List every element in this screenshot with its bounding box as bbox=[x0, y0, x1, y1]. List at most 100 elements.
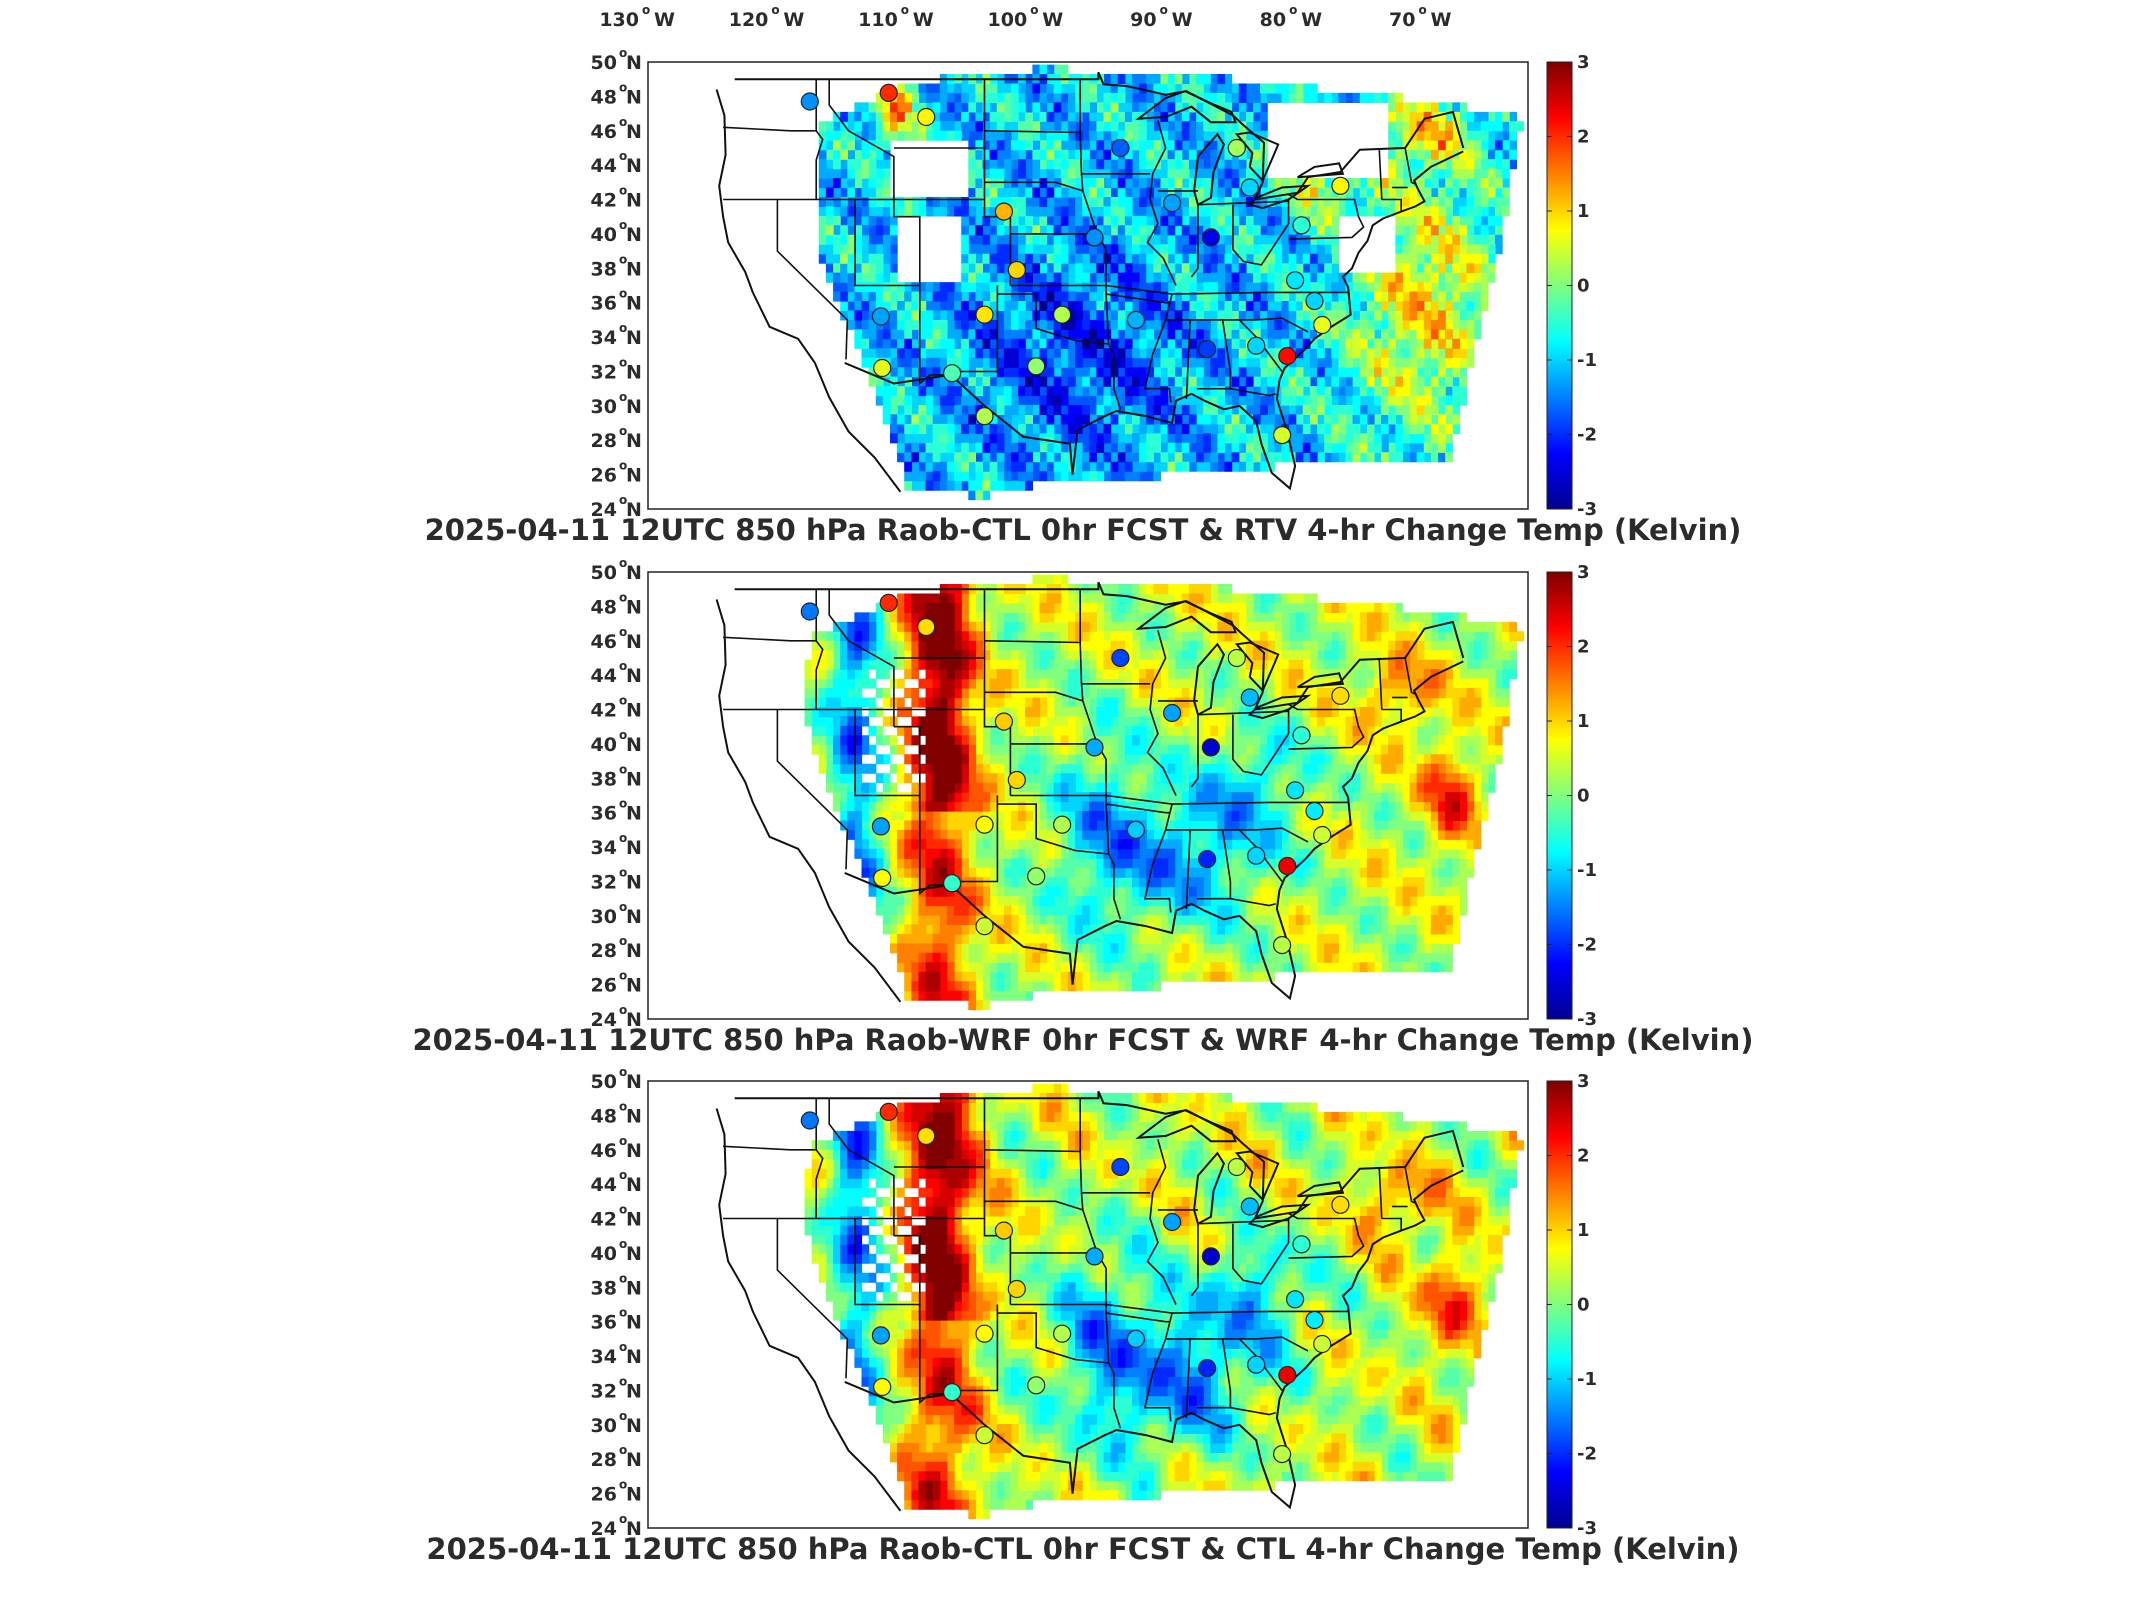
raob-station-marker bbox=[975, 815, 994, 834]
great-lake-outline bbox=[1247, 694, 1312, 720]
lat-tick-hemisphere: N bbox=[626, 1140, 642, 1162]
lat-tick-label: 36 oN bbox=[591, 797, 642, 825]
lat-tick-label: 48 oN bbox=[591, 590, 642, 618]
lat-tick-value: 40 bbox=[591, 1243, 617, 1265]
degree-symbol: o bbox=[619, 797, 627, 811]
great-lake-outline bbox=[1247, 1203, 1312, 1229]
raob-station-marker bbox=[942, 1383, 962, 1402]
raob-station-marker bbox=[1272, 1444, 1292, 1464]
map-frame bbox=[647, 61, 1529, 510]
raob-station-marker bbox=[873, 1377, 892, 1397]
raob-station-marker bbox=[994, 202, 1014, 221]
degree-symbol: o bbox=[619, 356, 627, 370]
colorbar-tick-label: -1 bbox=[1577, 860, 1597, 881]
panel-title: 2025-04-11 12UTC 850 hPa Raob-CTL 0hr FC… bbox=[425, 513, 1742, 547]
state-border bbox=[1105, 1312, 1170, 1323]
raob-station-marker bbox=[1240, 688, 1259, 707]
state-border bbox=[1190, 714, 1199, 788]
lat-tick-label: 38 oN bbox=[591, 1271, 642, 1299]
lon-tick-value: 110 bbox=[858, 9, 898, 31]
raob-station-marker bbox=[1111, 1157, 1130, 1177]
lat-tick-hemisphere: N bbox=[626, 1071, 642, 1093]
raob-station-marker bbox=[1027, 357, 1046, 376]
lat-tick-hemisphere: N bbox=[626, 1484, 642, 1506]
lat-tick-label: 44 oN bbox=[591, 149, 642, 177]
colorbar-tick-label: -3 bbox=[1577, 1009, 1597, 1030]
lat-tick-label: 28 oN bbox=[591, 424, 642, 452]
raob-station-marker bbox=[1111, 138, 1130, 158]
raob-station-marker bbox=[975, 917, 994, 936]
lat-tick-label: 40 oN bbox=[591, 728, 642, 756]
lon-tick-value: 90 bbox=[1130, 9, 1156, 31]
degree-symbol: o bbox=[619, 1003, 627, 1017]
state-border bbox=[1404, 657, 1416, 695]
panel-title: 2025-04-11 12UTC 850 hPa Raob-CTL 0hr FC… bbox=[426, 1532, 1739, 1566]
raob-station-marker bbox=[975, 407, 994, 426]
state-border bbox=[1232, 199, 1290, 266]
international-border bbox=[734, 71, 1465, 201]
degree-symbol: o bbox=[642, 3, 650, 17]
lat-tick-label: 38 oN bbox=[591, 252, 642, 280]
lat-tick-hemisphere: N bbox=[626, 562, 642, 584]
colorbar: 3 2 1 0 -1 -2 -3 bbox=[1546, 52, 1597, 520]
raob-station-marker bbox=[1305, 1310, 1324, 1330]
lat-tick-label: 24 oN bbox=[591, 493, 642, 521]
colorbar-tick-label: 2 bbox=[1577, 1146, 1590, 1167]
raob-station-marker bbox=[917, 107, 936, 127]
lat-tick-label: 40 oN bbox=[591, 218, 642, 246]
lat-tick-label: 30 oN bbox=[591, 390, 642, 418]
lat-tick-hemisphere: N bbox=[626, 396, 642, 418]
state-border bbox=[776, 709, 849, 870]
raob-station-marker bbox=[1285, 1290, 1305, 1309]
degree-symbol: o bbox=[619, 493, 627, 507]
colorbar-tick-label: -2 bbox=[1577, 1444, 1597, 1465]
raob-station-marker bbox=[975, 1324, 994, 1343]
lat-tick-value: 50 bbox=[591, 52, 617, 74]
lon-tick-hemisphere: W bbox=[1431, 9, 1452, 31]
degree-symbol: o bbox=[619, 866, 627, 880]
raob-station-marker bbox=[1272, 935, 1292, 955]
degree-symbol: o bbox=[619, 1478, 627, 1492]
lat-tick-label: 36 oN bbox=[591, 287, 642, 315]
lon-tick-hemisphere: W bbox=[1301, 9, 1322, 31]
temperature-change-field bbox=[804, 574, 1525, 1011]
state-border bbox=[723, 126, 817, 132]
degree-symbol: o bbox=[619, 1065, 627, 1079]
lat-tick-value: 32 bbox=[591, 872, 617, 894]
lat-tick-value: 26 bbox=[591, 1484, 617, 1506]
state-border bbox=[1378, 1166, 1383, 1219]
state-border bbox=[1165, 317, 1309, 333]
lat-tick-label: 26 oN bbox=[591, 459, 642, 487]
lat-tick-value: 30 bbox=[591, 1415, 617, 1437]
lat-tick-hemisphere: N bbox=[626, 906, 642, 928]
lat-tick-value: 42 bbox=[591, 1209, 617, 1231]
state-border bbox=[1378, 147, 1383, 200]
degree-symbol: o bbox=[1289, 3, 1297, 17]
longitude-axis: 130 o W 120 o W 110 o W 100 o W 90 o W 80 o W 70 o W bbox=[599, 3, 1451, 31]
lon-tick-hemisphere: W bbox=[654, 9, 675, 31]
raob-station-marker bbox=[1227, 138, 1246, 158]
raob-station-marker bbox=[1027, 867, 1046, 886]
state-border bbox=[1185, 319, 1191, 400]
state-border bbox=[1079, 79, 1122, 410]
raob-station-marker bbox=[1278, 346, 1297, 366]
raob-station-marker bbox=[1285, 781, 1305, 800]
raob-station-marker bbox=[917, 1126, 936, 1146]
state-border bbox=[1232, 709, 1290, 776]
lat-tick-hemisphere: N bbox=[626, 940, 642, 962]
lat-tick-hemisphere: N bbox=[626, 1009, 642, 1031]
degree-symbol: o bbox=[619, 590, 627, 604]
colorbar-tick-label: -1 bbox=[1577, 350, 1597, 371]
lon-tick-hemisphere: W bbox=[1042, 9, 1063, 31]
raob-station-marker bbox=[1278, 856, 1297, 876]
degree-symbol: o bbox=[901, 3, 909, 17]
raob-station-marker bbox=[800, 602, 819, 621]
degree-symbol: o bbox=[619, 184, 627, 198]
lat-tick-label: 50 oN bbox=[591, 556, 642, 584]
raob-station-marker bbox=[1162, 703, 1182, 723]
lat-tick-label: 34 oN bbox=[591, 321, 642, 349]
coastline-pacific bbox=[715, 89, 902, 493]
lat-tick-hemisphere: N bbox=[626, 975, 642, 997]
degree-symbol: o bbox=[619, 934, 627, 948]
